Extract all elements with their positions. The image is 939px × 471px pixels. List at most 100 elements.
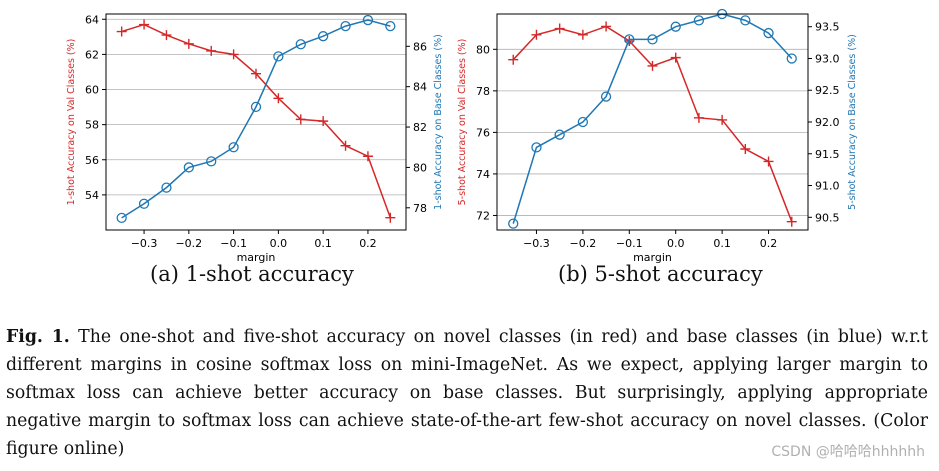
data-point-base	[786, 53, 797, 64]
data-point-val	[318, 116, 329, 127]
data-point-base	[161, 182, 172, 193]
data-point-val	[647, 60, 658, 71]
data-point-base	[116, 212, 127, 224]
panel-5-shot: −0.3 −0.2 −0.1 0.0 0.1 0.2 margin 72 74 76 78 80 90.…	[457, 8, 858, 264]
y-tick-label-right: 90.5	[815, 211, 840, 224]
x-tick-label: −0.1	[616, 237, 643, 250]
data-point-val	[786, 216, 797, 227]
data-point-val	[139, 19, 150, 30]
data-point-val	[577, 29, 588, 40]
data-point-base	[273, 51, 284, 62]
data-point-base	[740, 15, 751, 26]
data-point-val	[508, 54, 519, 65]
data-point-base	[295, 39, 306, 50]
y-tick-label-right: 82	[413, 121, 427, 134]
data-point-base	[228, 142, 239, 153]
y-tick-label-right: 86	[413, 40, 427, 53]
data-point-val	[740, 144, 751, 154]
x-tick-label: 0.0	[270, 237, 288, 250]
data-point-val	[385, 212, 396, 223]
y-tick-label-left: 58	[85, 119, 99, 132]
watermark: CSDN @哈哈哈hhhhhh	[771, 444, 925, 460]
y-tick-label-right: 78	[413, 202, 427, 215]
x-axis-label: margin	[237, 251, 276, 264]
data-point-base	[340, 20, 351, 32]
data-point-base	[577, 116, 589, 128]
data-point-val	[295, 114, 306, 125]
y-tick-label-right: 91.5	[815, 148, 840, 161]
data-point-base	[600, 91, 612, 102]
data-point-base	[362, 14, 374, 26]
data-point-base	[318, 31, 329, 42]
x-tick-label: 0.2	[760, 237, 778, 250]
y-tick-label-right: 92.0	[815, 116, 840, 129]
data-point-val	[273, 93, 284, 104]
figure-caption: Fig. 1. The one-shot and five-shot accur…	[6, 323, 928, 463]
subcaption-a: (a) 1-shot accuracy	[150, 262, 354, 286]
y-axis-label-left: 5-shot Accuracy on Val Classes (%)	[457, 39, 468, 206]
x-tick-label: −0.1	[220, 237, 247, 250]
y-tick-label-left: 60	[85, 84, 99, 97]
data-point-base	[670, 21, 681, 32]
y-tick-label-right: 93.5	[815, 21, 840, 34]
data-point-base	[763, 27, 774, 39]
y-tick-label-left: 76	[476, 126, 490, 139]
y-tick-label-left: 74	[476, 168, 490, 181]
data-point-val	[601, 21, 612, 32]
data-point-val	[116, 26, 127, 37]
data-point-base	[554, 129, 565, 140]
data-point-val	[717, 114, 728, 125]
data-point-val	[161, 30, 172, 41]
series-line-base	[121, 19, 391, 219]
x-tick-label: −0.3	[523, 237, 550, 250]
y-tick-label-left: 56	[85, 154, 99, 167]
data-point-base	[250, 101, 262, 113]
x-axis-label: margin	[633, 251, 672, 264]
data-point-base	[531, 142, 542, 153]
data-point-val	[763, 156, 774, 167]
data-point-base	[183, 162, 194, 173]
data-point-base	[206, 156, 217, 167]
y-tick-label-left: 80	[476, 43, 490, 56]
data-point-val	[183, 38, 194, 49]
y-axis-label-right: 1-shot Accuracy on Base Classes (%)	[433, 34, 444, 210]
data-point-val	[531, 29, 542, 40]
data-point-base	[508, 218, 519, 229]
axes-frame	[105, 13, 407, 231]
subcaption-b: (b) 5-shot accuracy	[558, 262, 763, 286]
axes-frame	[496, 13, 809, 231]
data-point-val	[362, 151, 373, 162]
y-tick-label-right: 93.0	[815, 52, 840, 65]
y-tick-label-right: 91.0	[815, 180, 840, 193]
data-point-base	[385, 20, 396, 32]
caption-label: Fig. 1.	[6, 327, 70, 347]
y-tick-label-left: 78	[476, 85, 490, 98]
figure-charts: −0.3 −0.2 −0.1 0.0 0.1 0.2 margin 54 56 58 60 62 64 7…	[66, 8, 858, 264]
caption-text: The one-shot and five-shot accuracy on n…	[6, 327, 928, 459]
data-point-val	[251, 68, 261, 79]
data-point-val	[228, 49, 239, 60]
series-line-base	[512, 13, 793, 224]
y-axis-label-right: 5-shot Accuracy on Base Classes (%)	[847, 34, 858, 210]
y-axis-label-left: 1-shot Accuracy on Val Classes (%)	[66, 39, 77, 206]
y-tick-label-left: 72	[476, 209, 490, 222]
data-point-val	[554, 23, 565, 34]
y-tick-label-left: 54	[85, 189, 99, 202]
x-tick-label: 0.0	[667, 237, 685, 250]
x-tick-label: 0.1	[314, 237, 332, 250]
data-point-val	[670, 52, 681, 63]
y-tick-label-right: 84	[413, 81, 427, 94]
data-point-base	[693, 15, 705, 26]
y-tick-label-right: 92.5	[815, 84, 840, 97]
data-point-val	[340, 140, 351, 151]
y-tick-label-left: 64	[85, 13, 99, 26]
data-point-val	[206, 45, 217, 56]
y-tick-label-right: 80	[413, 161, 427, 174]
x-tick-label: 0.1	[713, 237, 731, 250]
y-tick-label-left: 62	[85, 48, 99, 61]
x-tick-label: −0.2	[175, 237, 202, 250]
data-point-val	[693, 112, 704, 123]
data-point-base	[647, 34, 658, 45]
panel-1-shot: −0.3 −0.2 −0.1 0.0 0.1 0.2 margin 54 56 58 60 62 64 7…	[66, 13, 444, 264]
data-point-base	[138, 198, 150, 209]
